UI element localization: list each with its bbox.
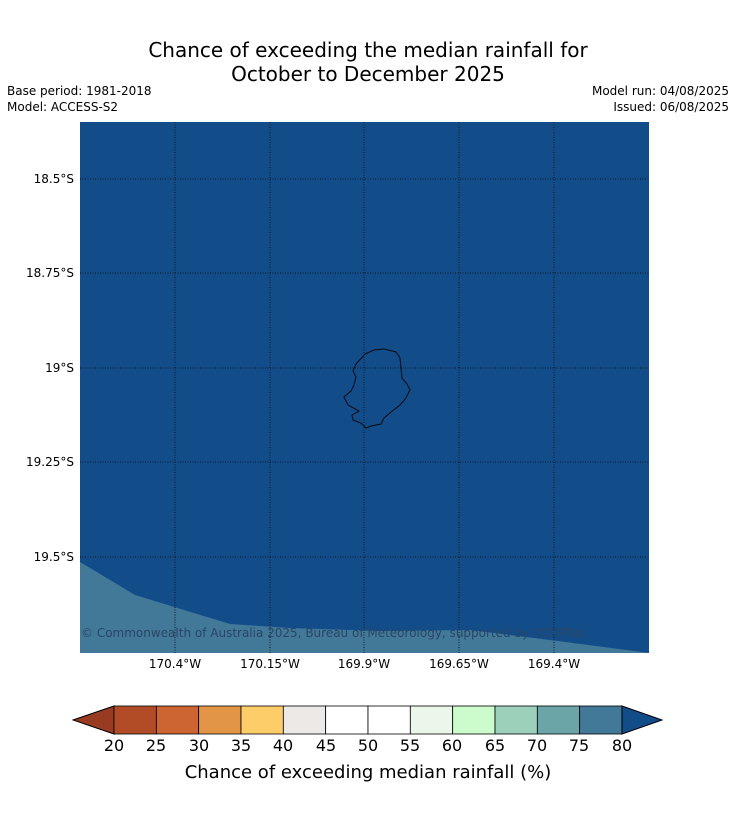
colorbar-tick: 70 xyxy=(526,736,548,755)
lon-label-169-65: 169.65°W xyxy=(429,657,489,671)
colorbar-tick: 55 xyxy=(399,736,421,755)
colorbar-swatch xyxy=(494,705,538,735)
colorbar-tick: 20 xyxy=(103,736,125,755)
lon-label-169-9: 169.9°W xyxy=(337,657,391,671)
title-line-2: October to December 2025 xyxy=(231,62,505,86)
colorbar-swatch xyxy=(452,705,496,735)
colorbar-extend-low xyxy=(72,705,115,735)
lat-label-19-5: 19.5°S xyxy=(33,550,74,564)
copyright-text: © Commonwealth of Australia 2025, Bureau… xyxy=(81,626,586,640)
colorbar-tick: 60 xyxy=(441,736,463,755)
colorbar-swatch xyxy=(325,705,369,735)
colorbar-swatch xyxy=(198,705,242,735)
colorbar-swatch xyxy=(367,705,411,735)
colorbar-swatch xyxy=(536,705,581,735)
forecast-field-lower-band xyxy=(80,562,649,653)
map-panel: © Commonwealth of Australia 2025, Bureau… xyxy=(80,122,649,653)
gridlines xyxy=(80,122,649,653)
colorbar-swatch xyxy=(282,705,327,735)
colorbar-tick: 65 xyxy=(484,736,506,755)
lon-label-170-15: 170.15°W xyxy=(240,657,300,671)
issued-text: Issued: 06/08/2025 xyxy=(613,100,729,114)
colorbar-tick: 25 xyxy=(145,736,167,755)
colorbar-swatch xyxy=(579,705,623,735)
colorbar xyxy=(72,705,664,735)
colorbar-swatch xyxy=(240,705,284,735)
colorbar-tick: 40 xyxy=(272,736,294,755)
model-run-text: Model run: 04/08/2025 xyxy=(591,84,729,98)
colorbar-tick: 30 xyxy=(188,736,210,755)
colorbar-tick: 50 xyxy=(357,736,379,755)
niue-coastline xyxy=(343,348,411,429)
colorbar-extend-high xyxy=(621,705,664,735)
lat-label-19-25: 19.25°S xyxy=(26,455,74,469)
lat-label-18-75: 18.75°S xyxy=(26,266,74,280)
meta-left: Base period: 1981-2018 Model: ACCESS-S2 xyxy=(7,83,152,115)
colorbar-tick: 45 xyxy=(315,736,337,755)
lat-label-18-5: 18.5°S xyxy=(33,172,74,186)
lon-label-169-4: 169.4°W xyxy=(527,657,581,671)
colorbar-tick: 75 xyxy=(568,736,590,755)
title-line-1: Chance of exceeding the median rainfall … xyxy=(148,38,588,62)
meta-right: Model run: 04/08/2025 Issued: 06/08/2025 xyxy=(592,83,729,115)
chart-title: Chance of exceeding the median rainfall … xyxy=(0,38,736,86)
base-period-text: Base period: 1981-2018 xyxy=(7,84,152,98)
lon-label-170-4: 170.4°W xyxy=(148,657,202,671)
colorbar-tick: 35 xyxy=(230,736,252,755)
colorbar-swatch xyxy=(409,705,454,735)
model-text: Model: ACCESS-S2 xyxy=(7,100,119,114)
colorbar-swatch xyxy=(113,705,157,735)
colorbar-swatch xyxy=(155,705,200,735)
colorbar-tick: 80 xyxy=(611,736,633,755)
lat-label-19: 19°S xyxy=(45,361,74,375)
colorbar-label: Chance of exceeding median rainfall (%) xyxy=(184,762,552,783)
